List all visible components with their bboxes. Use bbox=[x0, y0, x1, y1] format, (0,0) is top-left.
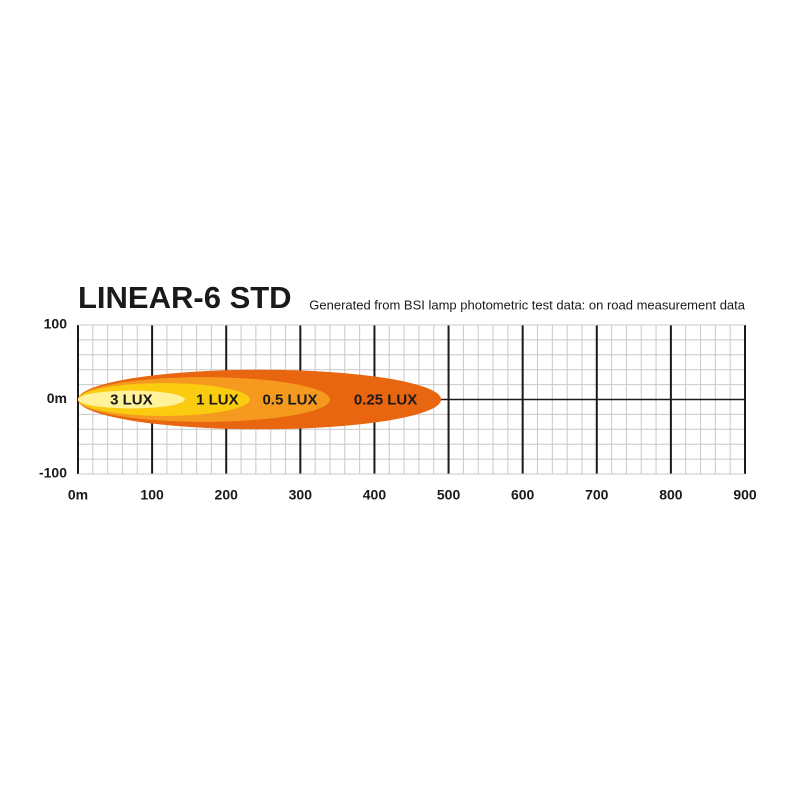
contour-label: 3 LUX bbox=[110, 391, 153, 408]
x-tick-label: 600 bbox=[511, 487, 535, 503]
beam-contour bbox=[78, 390, 185, 409]
x-tick-label: 100 bbox=[140, 487, 164, 503]
x-tick-label: 500 bbox=[437, 487, 461, 503]
chart-title: LINEAR-6 STD bbox=[78, 280, 292, 315]
x-tick-label: 400 bbox=[363, 487, 387, 503]
x-tick-label: 700 bbox=[585, 487, 609, 503]
chart-subtitle: Generated from BSI lamp photometric test… bbox=[309, 297, 745, 312]
x-tick-label: 300 bbox=[289, 487, 313, 503]
x-tick-label: 200 bbox=[215, 487, 239, 503]
x-tick-label: 900 bbox=[733, 487, 757, 503]
y-tick-label: 100 bbox=[44, 316, 68, 332]
contour-label: 0.25 LUX bbox=[354, 391, 417, 408]
y-tick-label: -100 bbox=[39, 465, 67, 481]
y-tick-label: 0m bbox=[47, 390, 67, 406]
contour-label: 1 LUX bbox=[196, 391, 239, 408]
x-tick-label: 800 bbox=[659, 487, 683, 503]
x-tick-label: 0m bbox=[68, 487, 88, 503]
contour-label: 0.5 LUX bbox=[262, 391, 317, 408]
